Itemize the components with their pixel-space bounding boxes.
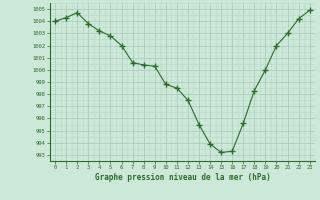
X-axis label: Graphe pression niveau de la mer (hPa): Graphe pression niveau de la mer (hPa) bbox=[94, 173, 270, 182]
